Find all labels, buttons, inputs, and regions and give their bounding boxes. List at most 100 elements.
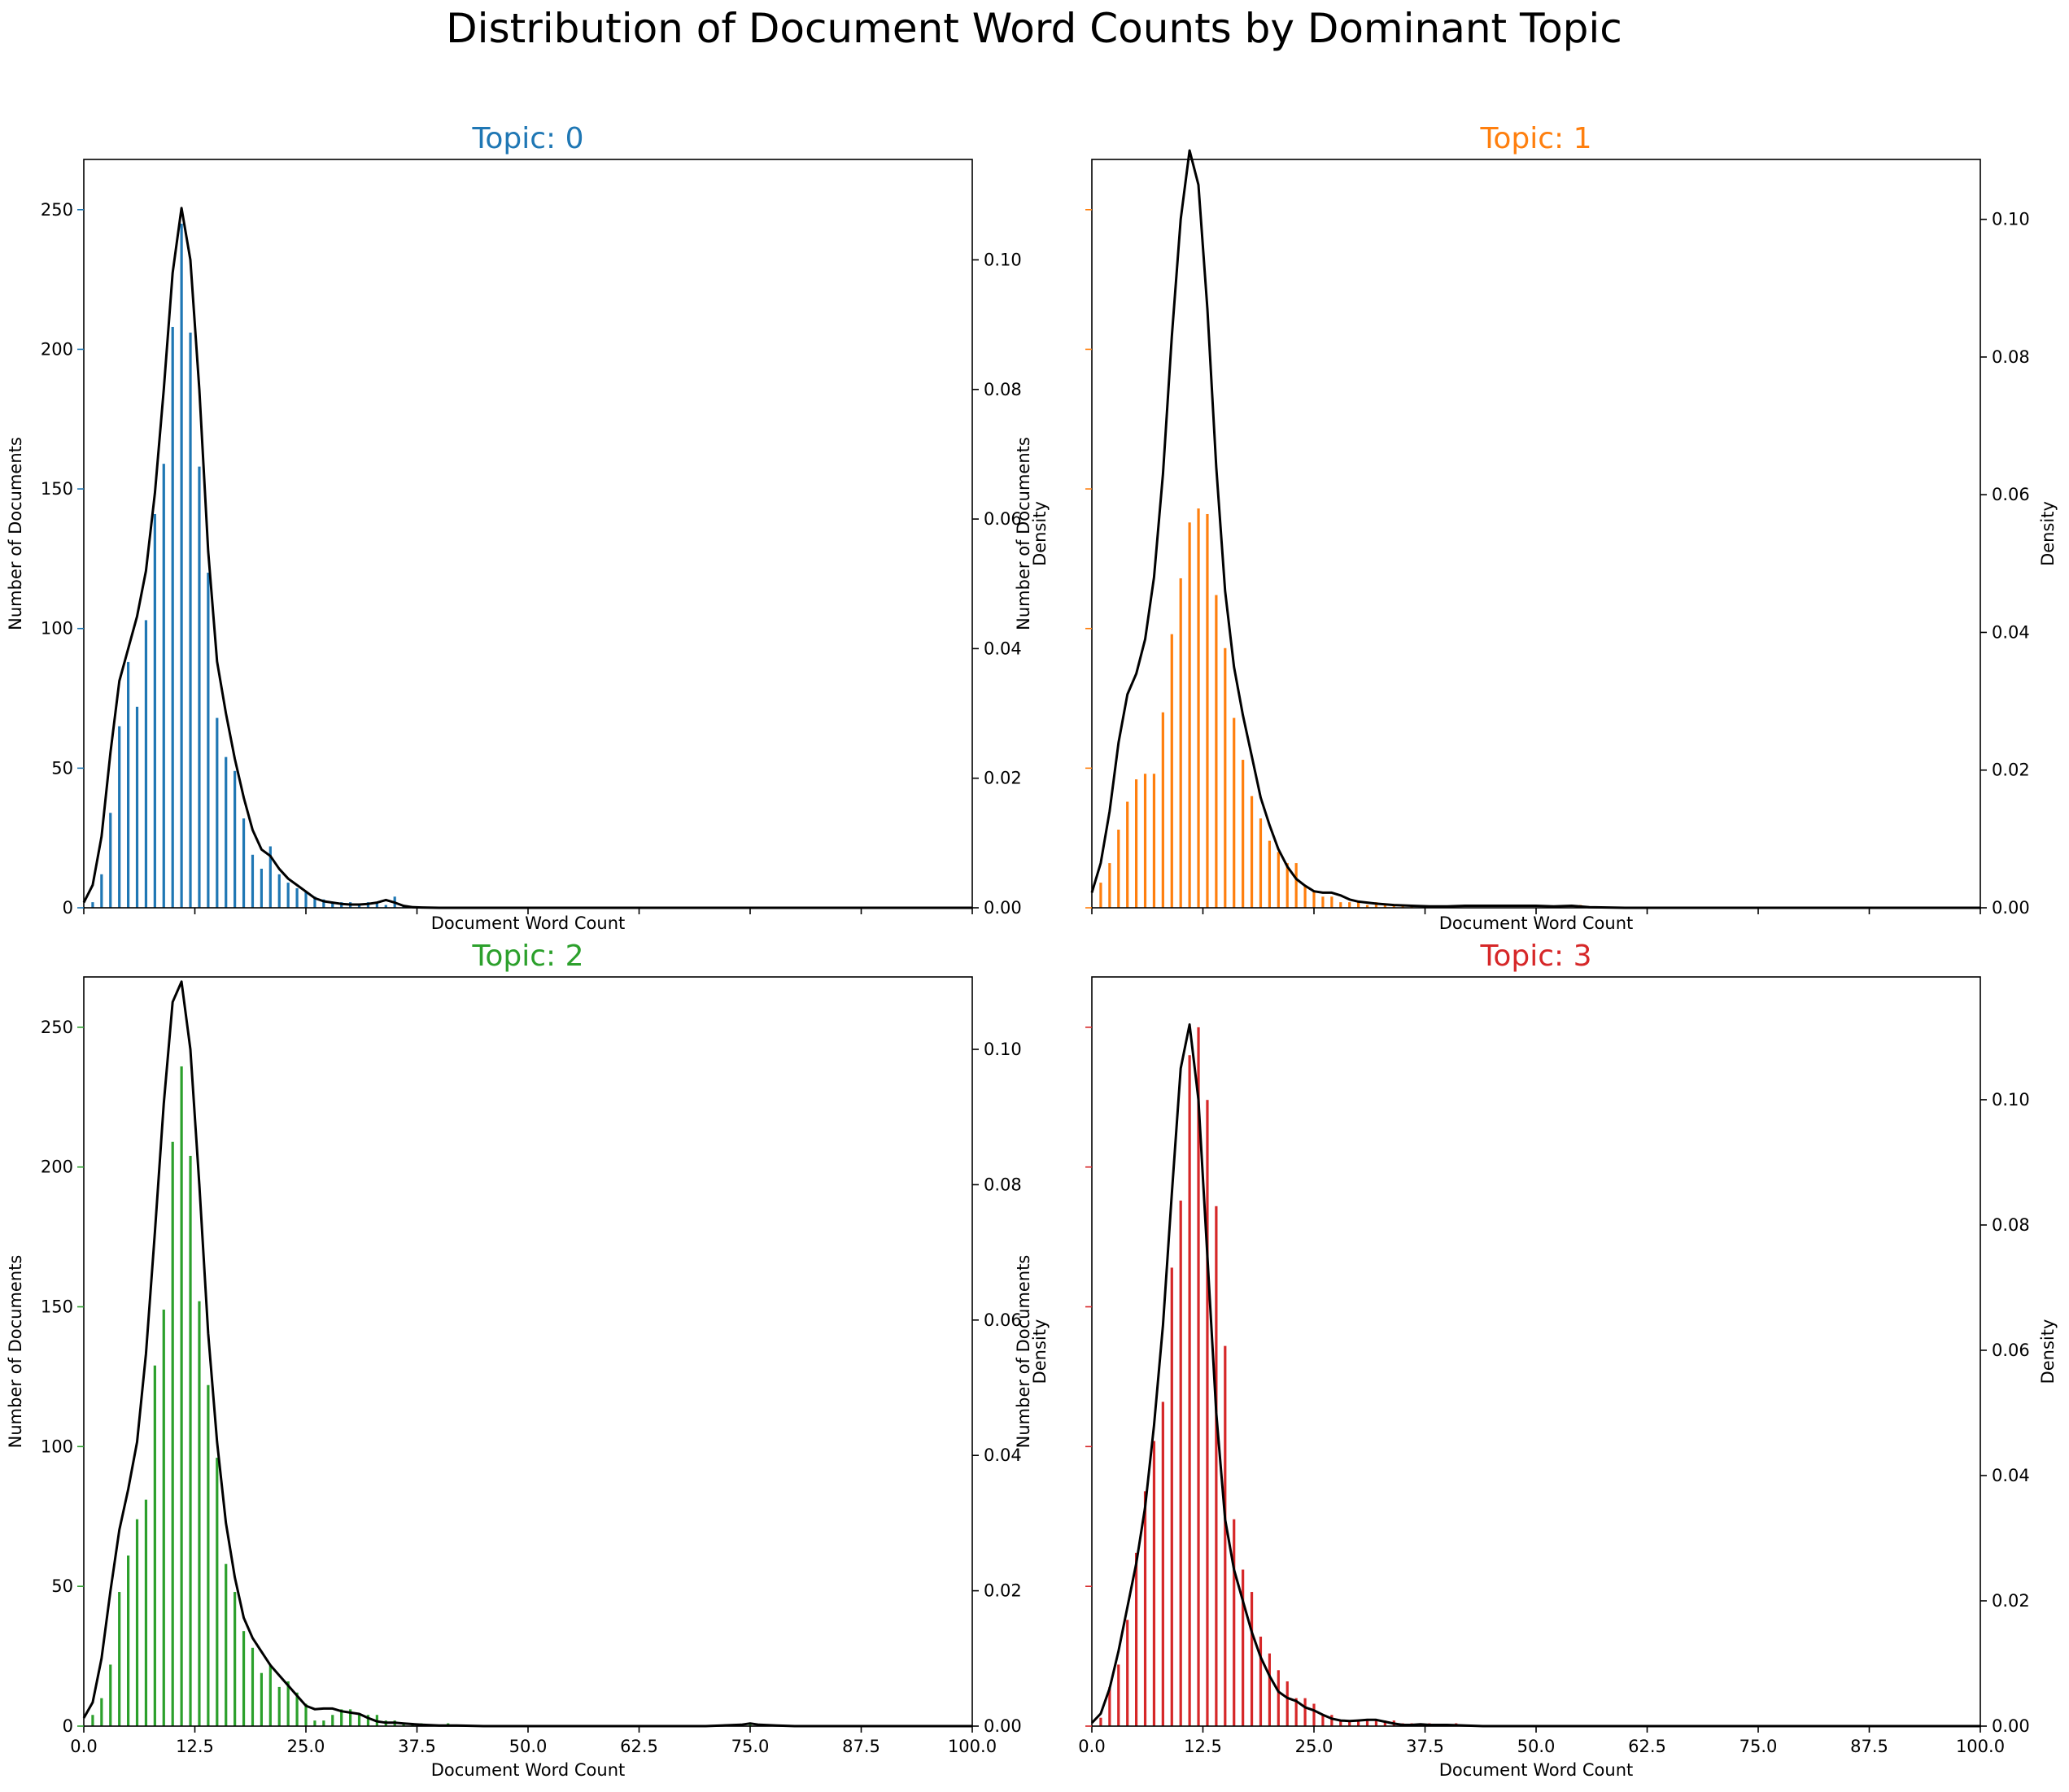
x-tick-label: 75.0 [731,1737,770,1756]
subplot-topic-0: Topic: 0 Document Word Count 0 50 100 150 200 2… [6,122,1050,933]
histogram-bar [1117,1664,1120,1726]
y2-tick-label: 0.00 [1992,1716,2030,1736]
x-tick-label: 75.0 [1739,1737,1778,1756]
histogram-bar [322,899,325,908]
y2-tick-label: 0.04 [984,1445,1022,1465]
histogram-bar [260,1672,263,1726]
histogram-bar [198,466,201,908]
histogram-bar [1250,1592,1254,1726]
histogram-bar [1170,1267,1173,1726]
x-axis-label: Document Word Count [431,1760,626,1780]
y-tick-label: 50 [51,758,73,778]
histogram-bar [1365,905,1369,908]
histogram-bar [1365,1720,1369,1726]
histogram-bar [1126,1620,1129,1726]
histogram-bars [91,1066,752,1726]
histogram-bar [1215,595,1218,908]
histogram-bar [1277,1670,1280,1726]
histogram-bar [135,1519,139,1726]
histogram-bar [313,896,316,908]
figure-title: Distribution of Document Word Counts by … [446,5,1622,52]
y-tick-label: 150 [41,479,73,499]
histogram-bar [1277,852,1280,908]
y2-tick-label: 0.02 [1992,1591,2030,1611]
histogram-bar [1321,1715,1325,1726]
y2-tick-label: 0.10 [984,1040,1022,1059]
histogram-bar [1348,902,1351,908]
histogram-bar [216,717,219,908]
y-tick-label: 250 [41,200,73,220]
histogram-bar [1242,760,1245,908]
y2-tick-label: 0.06 [1992,485,2030,504]
histogram-bar [1339,1720,1342,1726]
x-tick-label: 62.5 [620,1737,658,1756]
histogram-bar [331,902,334,908]
histogram-bar [251,854,255,908]
x-tick-label: 12.5 [176,1737,214,1756]
histogram-bar [109,1664,112,1726]
histogram-bar [91,1715,94,1726]
x-tick-label: 87.5 [1850,1737,1888,1756]
histogram-bar [91,902,94,908]
histogram-bar [1233,1519,1236,1726]
histogram-bar [1259,1637,1263,1726]
histogram-bar [304,891,308,908]
y2-tick-label: 0.08 [984,380,1022,399]
x-tick-label: 100.0 [948,1737,997,1756]
x-tick-label: 50.0 [509,1737,548,1756]
histogram-bar [322,1720,325,1726]
histogram-bar [1099,883,1102,908]
histogram-bar [1303,885,1307,908]
histogram-bar [1312,891,1316,908]
y-tick-label: 50 [51,1576,73,1596]
x-tick-label: 100.0 [1956,1737,2005,1756]
y2-tick-label: 0.04 [1992,622,2030,642]
x-tick-label: 25.0 [1295,1737,1334,1756]
histogram-bar [1348,1720,1351,1726]
histogram-bar [242,818,246,908]
y2-tick-label: 0.08 [984,1175,1022,1194]
histogram-bar [277,874,281,908]
y2-tick-label: 0.00 [984,1716,1022,1736]
histogram-bar [1312,1703,1316,1726]
histogram-bar [1179,1200,1182,1726]
histogram-bar [100,1698,103,1726]
histogram-bar [144,620,148,908]
histogram-bar [1294,1698,1298,1726]
y2-tick-label: 0.06 [984,1310,1022,1330]
histogram-bar [1143,1491,1147,1726]
histogram-bar [286,1681,290,1726]
histogram-bar [357,1715,361,1726]
histogram-bar [1357,1720,1360,1726]
y-tick-label: 250 [41,1018,73,1037]
subplot-title: Topic: 1 [1479,122,1591,155]
histogram-bar [1188,522,1191,908]
histogram-bar [1224,1345,1227,1726]
histogram-bar [242,1631,246,1726]
x-tick-label: 62.5 [1628,1737,1666,1756]
histogram-bar [1108,863,1111,908]
histogram-bar [216,1458,219,1726]
histogram-bar [1197,508,1200,908]
histogram-bar [1179,578,1182,908]
histogram-bar [1357,902,1360,908]
y2-axis-label: Density [2038,501,2058,566]
histogram-bars [1099,508,1582,908]
histogram-bar [1152,1441,1156,1726]
histogram-bar [1250,796,1254,908]
histogram-bar [1143,774,1147,908]
histogram-bar [135,706,139,908]
histogram-bar [207,1384,210,1726]
histogram-bar [1383,905,1386,908]
histogram-bar [1152,774,1156,908]
y-axis-label: Number of Documents [1014,437,1033,630]
histogram-bar [1215,1206,1218,1726]
histogram-bar [1285,863,1289,908]
histogram-bar [304,1703,308,1726]
histogram-bar [286,883,290,908]
histogram-bar [1135,779,1138,908]
histogram-bar [402,1723,405,1726]
y-tick-label: 0 [63,898,73,918]
histogram-bar [1188,1055,1191,1726]
